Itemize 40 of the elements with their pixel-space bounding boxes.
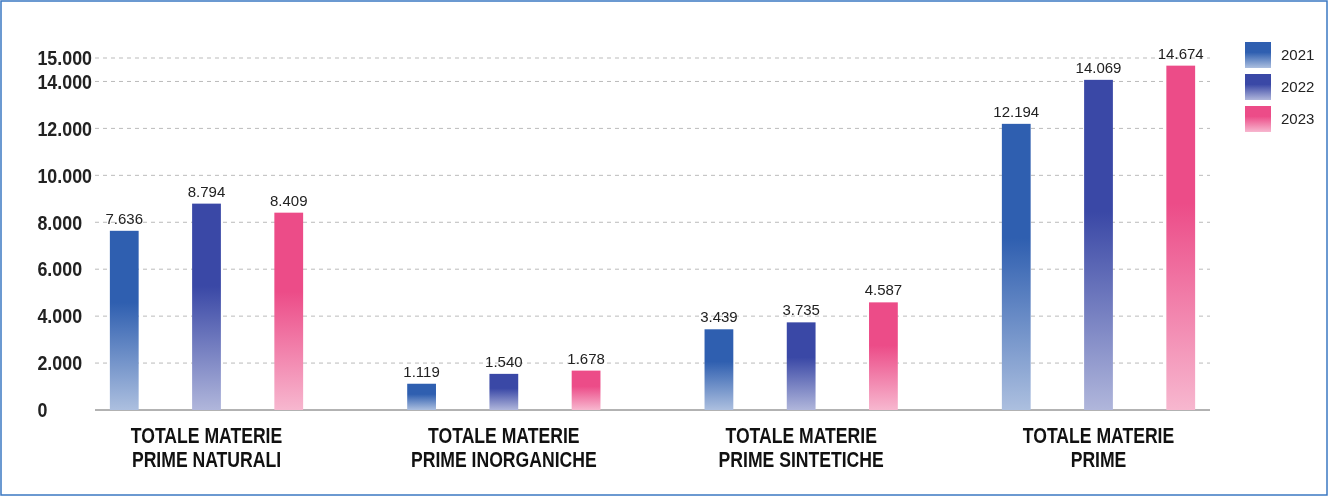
y-tick-label: 15.000 (37, 45, 93, 70)
data-label: 1.119 (403, 362, 440, 380)
data-label: 12.194 (993, 102, 1040, 120)
bar (407, 383, 436, 410)
y-tick-label: 4.000 (37, 303, 83, 328)
data-label: 3.735 (782, 301, 820, 319)
data-label: 4.587 (864, 281, 903, 299)
legend-label: 2023 (1281, 110, 1315, 127)
y-tick-label: 2.000 (37, 350, 83, 375)
legend-label: 2022 (1281, 78, 1315, 95)
bar (1166, 65, 1196, 410)
x-tick-label: TOTALE MATERIE PRIME SINTETICHE (718, 423, 884, 472)
data-label: 8.409 (269, 191, 308, 209)
bar (274, 212, 304, 410)
y-tick-label: 8.000 (37, 210, 83, 234)
y-tick-label: 14.000 (37, 69, 93, 93)
bar (869, 302, 898, 410)
bar (571, 370, 601, 410)
data-label: 8.794 (187, 182, 226, 200)
data-label: 1.678 (567, 349, 605, 367)
y-tick-label: 0 (37, 397, 48, 422)
data-label: 7.636 (105, 209, 144, 227)
data-label: 14.674 (1157, 44, 1204, 62)
bar (1084, 79, 1113, 410)
y-tick-label: 6.000 (37, 257, 83, 281)
bar (109, 230, 139, 410)
x-tick-label: TOTALE MATERIE PRIME NATURALI (130, 423, 283, 472)
bar (786, 322, 816, 410)
y-tick-label: 10.000 (37, 163, 93, 187)
y-tick-label: 12.000 (37, 116, 93, 140)
data-label: 14.069 (1075, 58, 1122, 76)
x-tick-label: TOTALE MATERIE PRIME INORGANICHE (411, 423, 597, 472)
bar (704, 329, 734, 410)
bar (1001, 123, 1031, 410)
legend-label: 2021 (1281, 46, 1315, 63)
bar (489, 373, 519, 410)
bar (192, 203, 221, 410)
data-label: 3.439 (700, 308, 738, 326)
data-label: 1.540 (485, 352, 523, 370)
x-tick-label: TOTALE MATERIE PRIME (1022, 423, 1175, 472)
